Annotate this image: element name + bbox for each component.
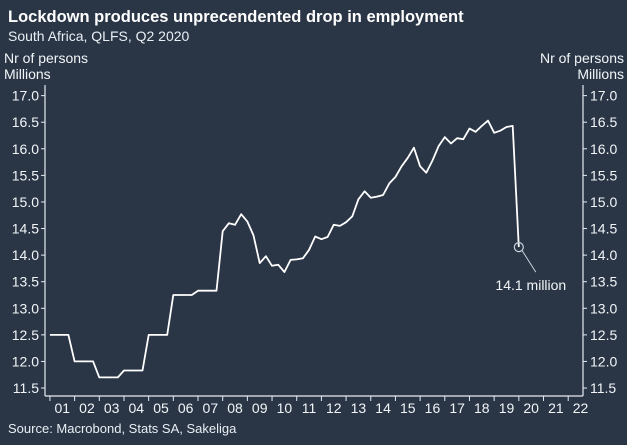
right-axis-label-line1: Nr of persons [540, 50, 624, 66]
x-tick-label: 04 [129, 400, 145, 416]
left-tick-label: 12.5 [12, 327, 39, 343]
left-axis-ticks: 11.5 12.0 12.5 13.0 13.5 14.0 14.5 15.0 15.5 16.0… [12, 88, 45, 396]
right-tick-label: 15.0 [590, 194, 617, 210]
right-tick-label: 14.0 [590, 247, 617, 263]
x-tick-label: 01 [54, 400, 70, 416]
x-tick-label: 05 [153, 400, 169, 416]
right-tick-label: 13.0 [590, 300, 617, 316]
annotation-group: 14.1 million [495, 242, 566, 293]
chart-title: Lockdown produces unprecendented drop in… [8, 8, 464, 26]
left-tick-label: 14.0 [12, 247, 39, 263]
right-tick-label: 17.0 [590, 88, 617, 104]
x-tick-label: 07 [203, 400, 219, 416]
right-tick-label: 11.5 [590, 380, 616, 396]
x-tick-label: 21 [548, 400, 564, 416]
left-tick-label: 12.0 [12, 353, 39, 369]
x-tick-label: 16 [425, 400, 441, 416]
left-tick-label: 16.0 [12, 141, 39, 157]
right-tick-label: 16.0 [590, 141, 617, 157]
left-tick-label: 17.0 [12, 88, 39, 104]
x-tick-label: 06 [178, 400, 194, 416]
left-tick-label: 16.5 [12, 114, 39, 130]
right-tick-label: 12.0 [590, 353, 617, 369]
x-tick-label: 19 [499, 400, 515, 416]
x-tick-label: 22 [573, 400, 589, 416]
x-tick-label: 15 [400, 400, 416, 416]
annotation-leader-line [521, 249, 537, 273]
x-tick-label: 20 [523, 400, 539, 416]
right-tick-label: 14.5 [590, 221, 617, 237]
x-tick-label: 09 [252, 400, 268, 416]
x-tick-label: 11 [302, 400, 317, 416]
left-tick-label: 15.5 [12, 167, 39, 183]
x-tick-label: 02 [79, 400, 95, 416]
left-axis-label-line2: Millions [4, 66, 51, 82]
x-tick-label: 14 [375, 400, 391, 416]
annotation-marker [513, 242, 524, 253]
axes [44, 85, 584, 397]
x-tick-label: 13 [351, 400, 367, 416]
left-tick-label: 14.5 [12, 221, 39, 237]
left-tick-label: 15.0 [12, 194, 39, 210]
source-note: Source: Macrobond, Stats SA, Sakeliga [8, 421, 237, 436]
x-tick-label: 12 [326, 400, 342, 416]
x-axis-ticks: 01 02 03 04 05 06 07 08 09 10 11 12 13 14 15 16 17 18 19 20… [49, 396, 589, 416]
right-tick-label: 13.5 [590, 274, 617, 290]
left-tick-label: 13.5 [12, 274, 39, 290]
right-axis-label-line2: Millions [577, 66, 624, 82]
left-axis-label-line1: Nr of persons [4, 50, 88, 66]
employment-series-line [49, 119, 520, 379]
x-tick-label: 10 [277, 400, 293, 416]
left-tick-label: 13.0 [12, 300, 39, 316]
x-tick-label: 17 [449, 400, 465, 416]
chart-subtitle: South Africa, QLFS, Q2 2020 [8, 28, 190, 44]
x-tick-label: 03 [104, 400, 120, 416]
annotation-label: 14.1 million [495, 277, 566, 293]
right-tick-label: 16.5 [590, 114, 617, 130]
right-tick-label: 15.5 [590, 167, 617, 183]
left-tick-label: 11.5 [13, 380, 39, 396]
x-tick-label: 18 [474, 400, 490, 416]
x-tick-label: 08 [227, 400, 243, 416]
right-axis-ticks: 11.5 12.0 12.5 13.0 13.5 14.0 14.5 15.0 15.5 16.0… [583, 88, 617, 396]
right-tick-label: 12.5 [590, 327, 617, 343]
